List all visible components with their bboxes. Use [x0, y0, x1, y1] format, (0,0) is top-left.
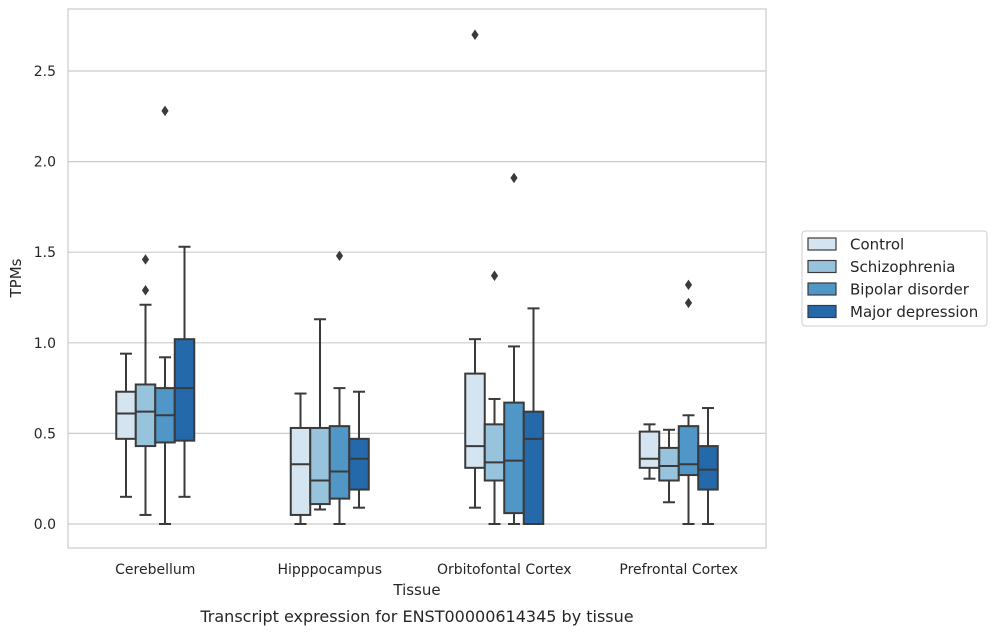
x-tick-label: Hipppocampus: [277, 562, 382, 578]
box-1-0: [289, 392, 312, 525]
x-tick-label: Cerebellum: [115, 562, 195, 578]
outlier-point: [335, 250, 344, 262]
outlier-point: [684, 279, 693, 291]
box-iqr: [677, 425, 700, 477]
legend-label: Schizophrenia: [850, 258, 955, 276]
box-0-1: [134, 254, 157, 516]
outlier-point: [490, 270, 499, 281]
box-iqr: [697, 445, 719, 491]
legend-swatch: [807, 304, 837, 319]
box-iqr: [483, 423, 506, 482]
box-2-2: [503, 172, 525, 525]
box-2-3: [522, 307, 545, 526]
y-tick-label: 0.0: [34, 517, 56, 533]
y-tick-label: 1.5: [34, 245, 56, 261]
outlier-point: [141, 254, 150, 265]
legend-item: Schizophrenia: [807, 258, 955, 276]
box-iqr: [115, 390, 137, 440]
box-iqr: [289, 426, 312, 516]
x-tick-labels: Cerebellum Hipppocampus Orbitofontal Corte…: [115, 562, 738, 578]
chart-caption: Transcript expression for ENST0000061434…: [199, 607, 633, 626]
legend-swatch: [807, 259, 837, 274]
y-tick-label: 1.0: [34, 336, 56, 352]
box-3-2: [677, 279, 700, 525]
legend-label: Bipolar disorder: [850, 281, 970, 299]
legend-item: Major depression: [807, 303, 978, 321]
legend-label: Control: [850, 236, 904, 254]
legend: Control Schizophrenia Bipolar disorder Majo…: [801, 230, 988, 327]
box-iqr: [309, 426, 331, 506]
box-2-1: [483, 270, 506, 525]
box-iqr: [348, 437, 370, 491]
box-iqr: [658, 446, 680, 482]
box-3-3: [697, 407, 719, 525]
box-2-0: [464, 29, 486, 509]
x-tick-label: Prefrontal Cortex: [619, 562, 738, 578]
box-3-0: [638, 423, 661, 480]
legend-swatch: [807, 237, 837, 251]
outlier-point: [141, 285, 150, 296]
legend-item: Control: [807, 236, 904, 254]
legend-label: Major depression: [850, 303, 978, 321]
box-iqr: [522, 410, 545, 526]
outlier-point: [161, 105, 169, 117]
outlier-point: [471, 29, 479, 40]
box-iqr: [638, 430, 661, 469]
outlier-point: [684, 297, 693, 309]
y-tick-labels: 0.0 0.5 1.0 1.5 2.0 2.5: [34, 64, 56, 533]
box-0-2: [154, 105, 176, 525]
x-axis-label: Tissue: [392, 581, 440, 599]
box-groups: [115, 29, 719, 526]
box-0-0: [115, 352, 137, 498]
legend-swatch: [807, 282, 837, 296]
plot-area-frame: [67, 8, 767, 549]
box-iqr: [503, 401, 525, 515]
box-1-2: [328, 250, 351, 525]
box-iqr: [173, 338, 196, 442]
x-tick-label: Orbitofontal Cortex: [437, 562, 572, 578]
legend-frame: [801, 230, 988, 327]
box-3-1: [658, 428, 680, 504]
y-tick-label: 0.5: [34, 426, 56, 442]
box-iqr: [134, 383, 157, 448]
box-1-1: [309, 318, 331, 511]
y-tick-label: 2.0: [34, 155, 56, 171]
box-0-3: [173, 245, 196, 498]
y-axis-label: TPMs: [7, 258, 25, 298]
y-tick-label: 2.5: [34, 64, 56, 80]
box-iqr: [464, 372, 486, 469]
outlier-point: [510, 172, 518, 184]
legend-item: Bipolar disorder: [807, 281, 970, 299]
box-iqr: [328, 425, 351, 500]
box-1-3: [348, 390, 370, 509]
